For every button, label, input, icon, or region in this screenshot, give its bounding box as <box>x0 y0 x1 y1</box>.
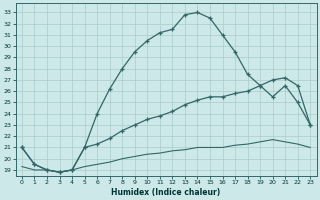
X-axis label: Humidex (Indice chaleur): Humidex (Indice chaleur) <box>111 188 221 197</box>
